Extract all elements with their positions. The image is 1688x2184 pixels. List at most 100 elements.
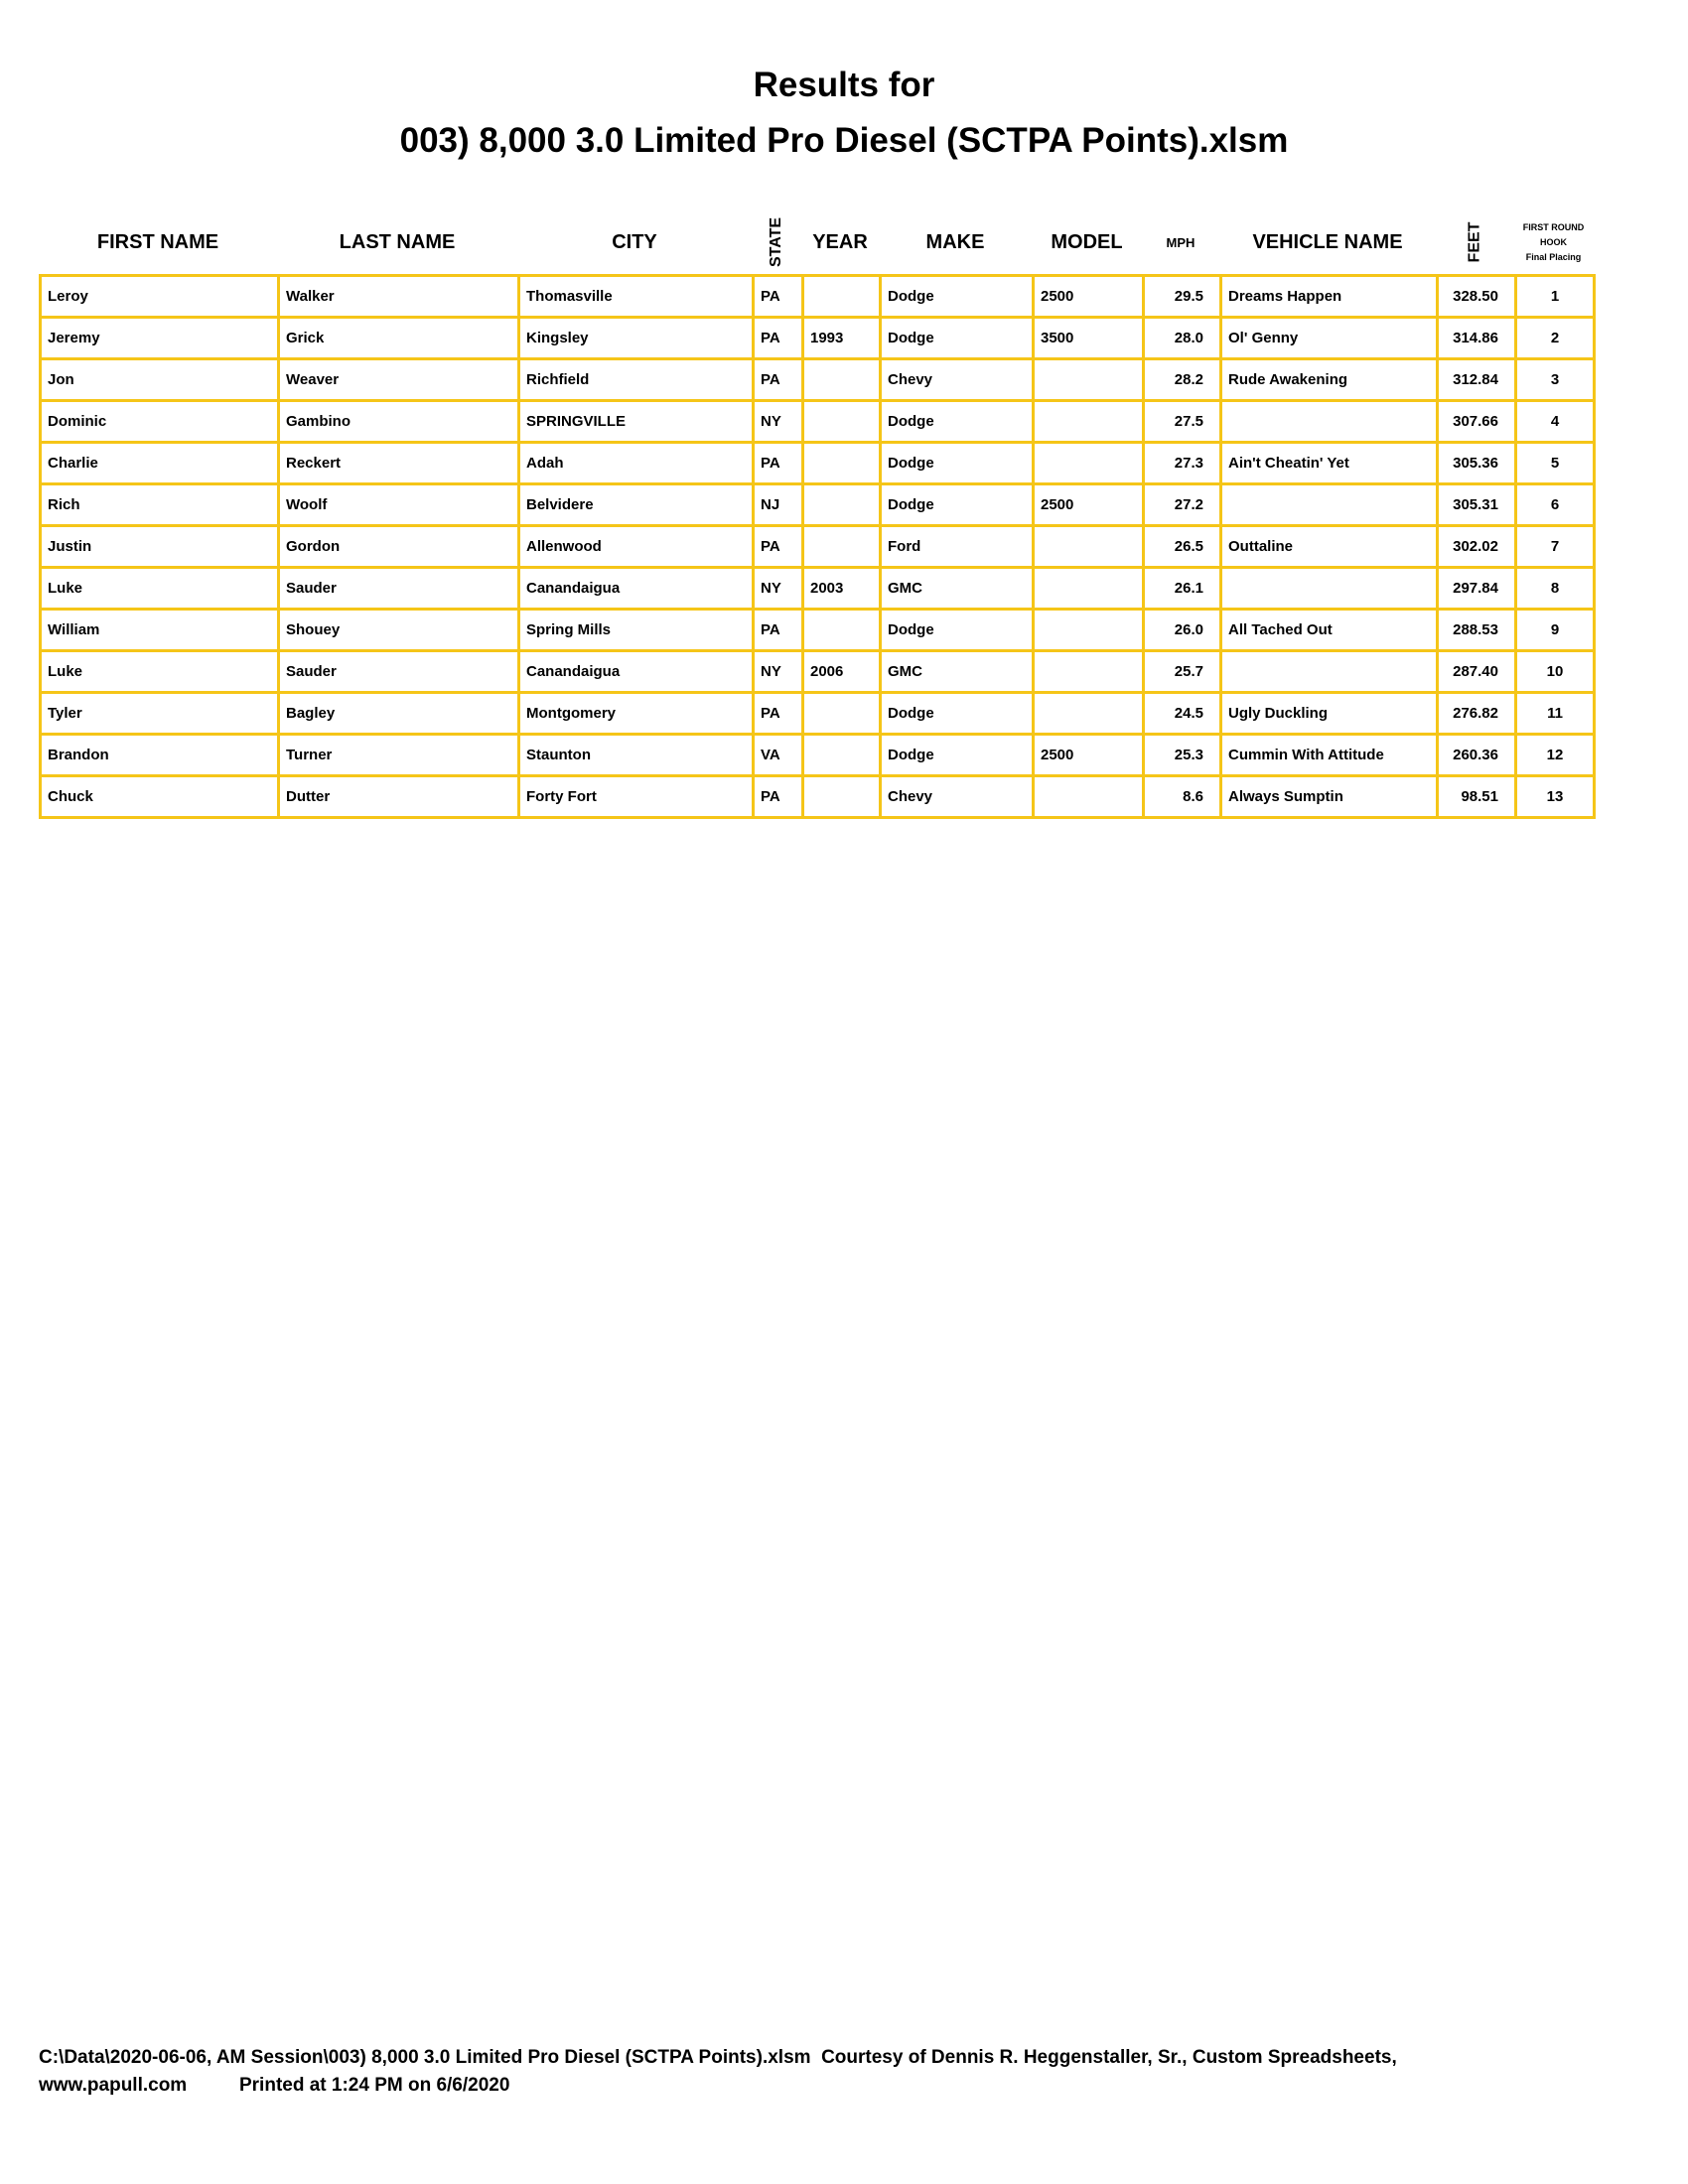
cell-vehicle-name: [1219, 399, 1439, 444]
cell-feet: 305.31: [1436, 482, 1517, 527]
cell-last-name: Reckert: [277, 441, 520, 485]
cell-first-name: Jeremy: [39, 316, 280, 360]
cell-first-name: Chuck: [39, 774, 280, 819]
cell-model: 2500: [1032, 733, 1145, 777]
cell-last-name: Grick: [277, 316, 520, 360]
table-row: Chuck Dutter Forty Fort PA Chevy 8.6 Always Su…: [39, 774, 1596, 819]
cell-last-name: Turner: [277, 733, 520, 777]
cell-mph: 25.7: [1142, 649, 1222, 694]
cell-first-name: Charlie: [39, 441, 280, 485]
cell-make: Dodge: [879, 608, 1035, 652]
table-row: Luke Sauder Canandaigua NY 2006 GMC 25.7 287.40…: [39, 649, 1596, 694]
column-header-label: LAST NAME: [339, 230, 456, 253]
report-title: Results for: [753, 66, 935, 104]
cell-state: NY: [752, 566, 804, 611]
cell-state: NY: [752, 649, 804, 694]
cell-state: NY: [752, 399, 804, 444]
cell-city: Canandaigua: [517, 649, 755, 694]
column-header-label: MAKE: [925, 230, 985, 253]
cell-feet: 297.84: [1436, 566, 1517, 611]
table-row: Jon Weaver Richfield PA Chevy 28.2 Rude Awaken…: [39, 357, 1596, 402]
cell-model: [1032, 691, 1145, 736]
column-header-vehicle-name: VEHICLE NAME: [1219, 210, 1436, 274]
cell-feet: 98.51: [1436, 774, 1517, 819]
cell-vehicle-name: Ugly Duckling: [1219, 691, 1439, 736]
cell-state: PA: [752, 524, 804, 569]
cell-first-name: Tyler: [39, 691, 280, 736]
cell-model: 2500: [1032, 482, 1145, 527]
cell-mph: 29.5: [1142, 274, 1222, 319]
column-header-first-name: FIRST NAME: [39, 210, 277, 274]
cell-placing: 7: [1514, 524, 1596, 569]
cell-city: Forty Fort: [517, 774, 755, 819]
cell-last-name: Gordon: [277, 524, 520, 569]
cell-make: GMC: [879, 566, 1035, 611]
cell-city: Adah: [517, 441, 755, 485]
cell-mph: 27.5: [1142, 399, 1222, 444]
cell-model: [1032, 649, 1145, 694]
cell-mph: 8.6: [1142, 774, 1222, 819]
cell-placing: 9: [1514, 608, 1596, 652]
cell-first-name: Jon: [39, 357, 280, 402]
cell-state: PA: [752, 357, 804, 402]
cell-state: PA: [752, 691, 804, 736]
cell-last-name: Sauder: [277, 566, 520, 611]
cell-make: GMC: [879, 649, 1035, 694]
cell-model: [1032, 441, 1145, 485]
cell-feet: 287.40: [1436, 649, 1517, 694]
cell-vehicle-name: Dreams Happen: [1219, 274, 1439, 319]
cell-model: [1032, 774, 1145, 819]
cell-make: Dodge: [879, 733, 1035, 777]
cell-last-name: Woolf: [277, 482, 520, 527]
cell-year: 2003: [801, 566, 882, 611]
column-header-year: YEAR: [801, 210, 879, 274]
cell-state: PA: [752, 274, 804, 319]
results-table: Leroy Walker Thomasville PA Dodge 2500 29.5 Dre…: [39, 274, 1596, 819]
cell-city: Belvidere: [517, 482, 755, 527]
column-header-label: MPH: [1166, 234, 1196, 250]
cell-make: Dodge: [879, 399, 1035, 444]
cell-placing: 12: [1514, 733, 1596, 777]
column-header-city: CITY: [517, 210, 752, 274]
report-subtitle: 003) 8,000 3.0 Limited Pro Diesel (SCTPA…: [399, 121, 1289, 160]
cell-year: [801, 524, 882, 569]
cell-vehicle-name: Always Sumptin: [1219, 774, 1439, 819]
cell-feet: 288.53: [1436, 608, 1517, 652]
column-header-label: FEET: [1466, 221, 1483, 263]
cell-vehicle-name: Outtaline: [1219, 524, 1439, 569]
cell-last-name: Shouey: [277, 608, 520, 652]
cell-vehicle-name: [1219, 649, 1439, 694]
cell-placing: 5: [1514, 441, 1596, 485]
cell-state: PA: [752, 441, 804, 485]
cell-model: [1032, 608, 1145, 652]
cell-placing: 8: [1514, 566, 1596, 611]
cell-year: [801, 691, 882, 736]
cell-feet: 328.50: [1436, 274, 1517, 319]
cell-year: 2006: [801, 649, 882, 694]
cell-first-name: Luke: [39, 649, 280, 694]
cell-feet: 314.86: [1436, 316, 1517, 360]
column-header-placing: FIRST ROUND HOOK Final Placing: [1514, 210, 1593, 274]
table-row: Tyler Bagley Montgomery PA Dodge 24.5 Ugly Duc…: [39, 691, 1596, 736]
placing-header-line: FIRST ROUND: [1522, 221, 1585, 232]
cell-vehicle-name: [1219, 566, 1439, 611]
table-row: William Shouey Spring Mills PA Dodge 26.0 All …: [39, 608, 1596, 652]
cell-mph: 27.3: [1142, 441, 1222, 485]
cell-make: Dodge: [879, 482, 1035, 527]
cell-feet: 276.82: [1436, 691, 1517, 736]
cell-state: PA: [752, 316, 804, 360]
cell-vehicle-name: Ain't Cheatin' Yet: [1219, 441, 1439, 485]
cell-feet: 305.36: [1436, 441, 1517, 485]
cell-make: Dodge: [879, 441, 1035, 485]
column-header-state: STATE: [752, 210, 801, 274]
column-header-label: CITY: [612, 230, 657, 253]
cell-mph: 26.1: [1142, 566, 1222, 611]
cell-vehicle-name: All Tached Out: [1219, 608, 1439, 652]
cell-placing: 10: [1514, 649, 1596, 694]
table-row: Brandon Turner Staunton VA Dodge 2500 25.3 Cumm…: [39, 733, 1596, 777]
cell-mph: 24.5: [1142, 691, 1222, 736]
table-row: Leroy Walker Thomasville PA Dodge 2500 29.5 Dre…: [39, 274, 1596, 319]
table-row: Charlie Reckert Adah PA Dodge 27.3 Ain't Cheat…: [39, 441, 1596, 485]
cell-year: [801, 274, 882, 319]
cell-year: [801, 482, 882, 527]
